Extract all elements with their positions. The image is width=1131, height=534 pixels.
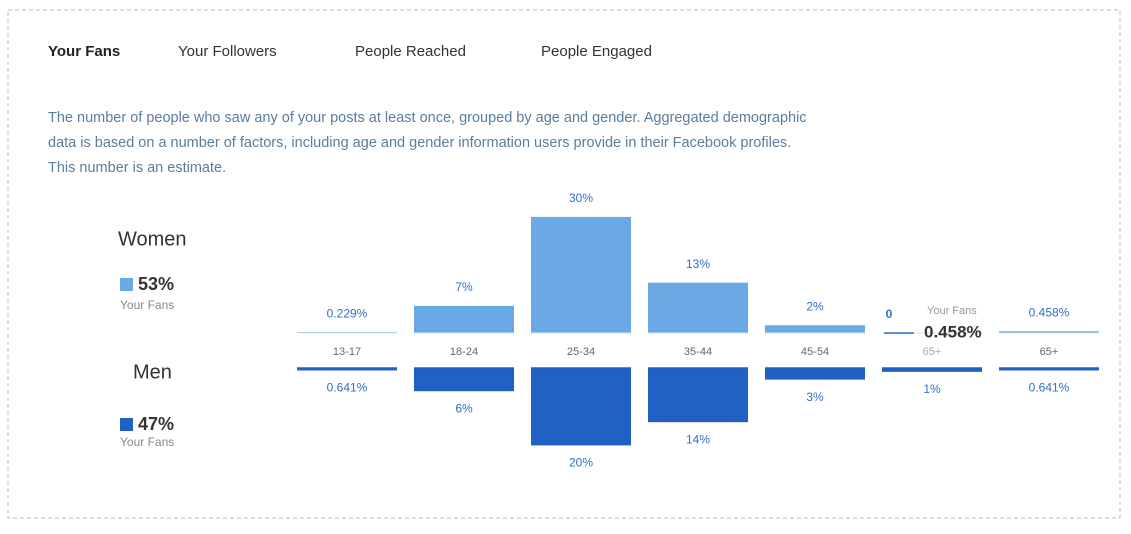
legend-name: Men [133, 361, 172, 383]
legend-share: 47% [138, 414, 174, 434]
bar [648, 368, 748, 423]
category-label: 18-24 [450, 346, 478, 358]
tab[interactable]: Your Followers [178, 43, 277, 60]
tab[interactable]: People Engaged [541, 43, 652, 60]
bar [297, 368, 397, 371]
legend-note: Your Fans [120, 435, 174, 449]
value-label: 3% [806, 390, 824, 404]
legend-swatch [120, 278, 133, 291]
legend-name: Women [118, 228, 187, 250]
value-label: 14% [686, 432, 710, 446]
bar [531, 216, 631, 333]
value-label: 7% [455, 280, 473, 294]
value-label: 13% [686, 257, 710, 271]
bar [414, 305, 514, 333]
value-label: 2% [806, 299, 824, 313]
bar [999, 331, 1099, 333]
bar [765, 325, 865, 333]
tab[interactable]: Your Fans [48, 43, 120, 60]
value-label: 30% [569, 191, 593, 205]
description: The number of people who saw any of your… [48, 110, 807, 126]
tooltip-title: Your Fans [927, 305, 977, 317]
tab[interactable]: People Reached [355, 43, 466, 60]
value-label: 0.641% [327, 381, 368, 395]
legend-note: Your Fans [120, 298, 174, 312]
category-label: 65+ [923, 346, 942, 358]
category-label: 25-34 [567, 346, 595, 358]
category-label: 35-44 [684, 346, 712, 358]
bar [648, 282, 748, 333]
tooltip-value: 0.458% [924, 322, 982, 341]
value-label: 6% [455, 401, 473, 415]
category-label: 13-17 [333, 346, 361, 358]
value-label: 0.641% [1029, 381, 1070, 395]
legend-share: 53% [138, 274, 174, 294]
description: data is based on a number of factors, in… [48, 135, 791, 151]
bar [882, 368, 982, 372]
value-label: 0.229% [327, 306, 368, 320]
bar [999, 368, 1099, 371]
legend-swatch [120, 418, 133, 431]
description: This number is an estimate. [48, 160, 226, 176]
value-label: 0 [886, 307, 893, 321]
value-label: 20% [569, 456, 593, 470]
bar [531, 368, 631, 446]
category-label: 65+ [1040, 346, 1059, 358]
bar [765, 368, 865, 380]
value-label: 0.458% [1029, 305, 1070, 319]
bar [414, 368, 514, 392]
category-label: 45-54 [801, 346, 829, 358]
value-label: 1% [923, 382, 941, 396]
